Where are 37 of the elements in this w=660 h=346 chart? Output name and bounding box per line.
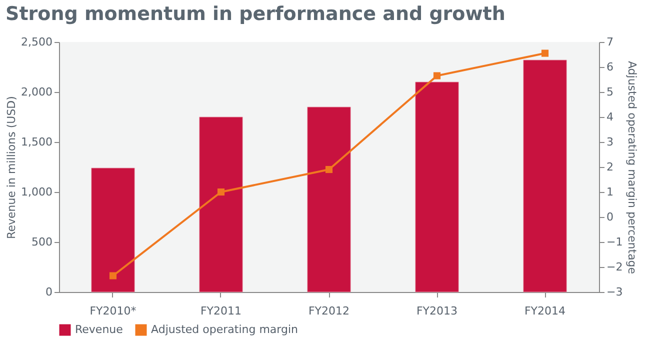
y2-tick-label: −1	[606, 236, 623, 248]
y2-tick-label: −2	[606, 260, 623, 274]
y-tick-label: 2,500	[21, 36, 52, 48]
y2-tick-label: 2	[606, 160, 614, 174]
legend-label: Adjusted operating margin	[151, 323, 298, 336]
point	[217, 188, 225, 196]
y2-tick-label: 1	[606, 186, 614, 198]
point	[109, 272, 117, 280]
y-tick-label: 0	[46, 286, 52, 298]
y2-tick-label: 0	[606, 210, 614, 224]
point	[433, 72, 441, 80]
bar	[307, 106, 351, 292]
x-tick-label: FY2013	[416, 304, 458, 318]
chart-title: Strong momentum in performance and growth	[6, 3, 506, 25]
x-tick-label: FY2012	[308, 304, 350, 318]
y2-tick-label: 6	[606, 60, 614, 74]
bar	[523, 60, 567, 292]
y2-tick-label: −3	[606, 286, 623, 298]
y2-axis-title: Adjusted operating margin percentage	[626, 60, 639, 274]
bar	[91, 168, 135, 292]
x-tick-label: FY2014	[524, 304, 566, 318]
bar	[415, 82, 459, 292]
y2-tick-label: 7	[606, 36, 614, 48]
x-tick-label: FY2011	[200, 304, 242, 318]
y-tick-label: 2,000	[21, 86, 52, 98]
point	[541, 50, 549, 57]
y2-tick-label: 5	[606, 86, 614, 98]
x-tick-label: FY2010*	[90, 304, 137, 318]
y2-tick-label: 3	[606, 136, 614, 148]
point	[325, 166, 333, 174]
bar	[199, 116, 243, 292]
y-tick-label: 1,500	[21, 136, 52, 148]
y-axis-title: Revenue in millions (USD)	[5, 96, 18, 239]
y-tick-label: 500	[32, 236, 52, 248]
y-tick-label: 1,000	[21, 186, 52, 198]
legend-label: Revenue	[75, 323, 124, 336]
y2-tick-label: 4	[606, 110, 614, 124]
